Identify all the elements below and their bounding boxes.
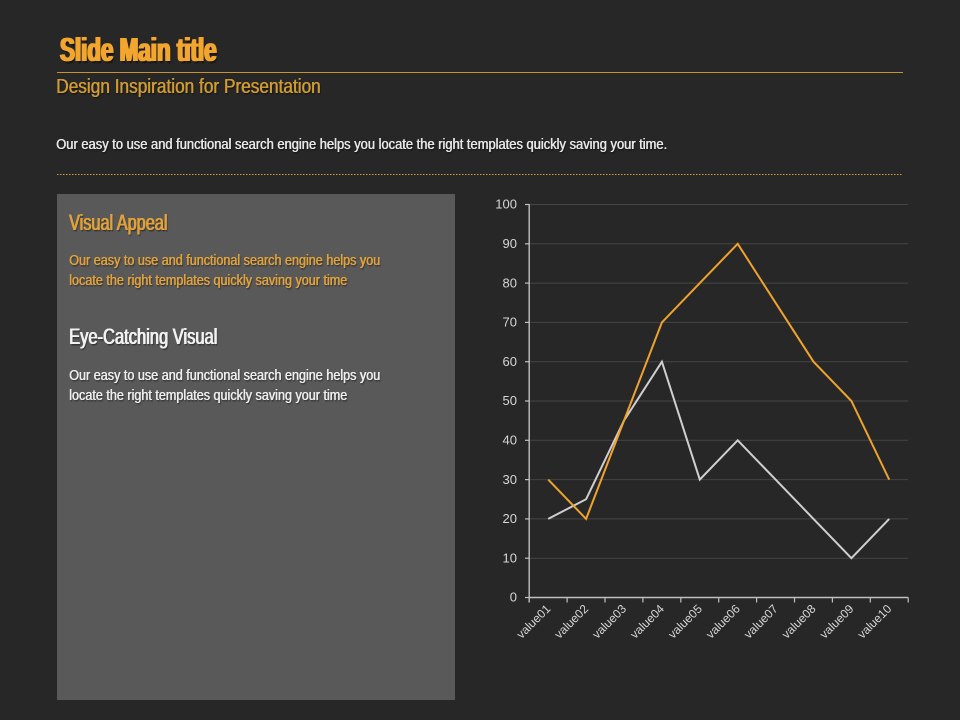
svg-text:20: 20 — [503, 511, 517, 526]
svg-text:60: 60 — [503, 354, 517, 369]
svg-text:80: 80 — [503, 275, 517, 290]
svg-text:0: 0 — [510, 590, 517, 605]
svg-text:value01: value01 — [514, 601, 554, 641]
svg-text:value04: value04 — [627, 601, 667, 641]
svg-text:100: 100 — [495, 197, 517, 212]
svg-text:value07: value07 — [741, 601, 781, 641]
svg-text:value08: value08 — [779, 601, 819, 641]
svg-text:90: 90 — [503, 236, 517, 251]
svg-text:40: 40 — [503, 433, 517, 448]
svg-text:50: 50 — [503, 393, 517, 408]
svg-text:value06: value06 — [703, 601, 743, 641]
svg-text:30: 30 — [503, 472, 517, 487]
svg-text:70: 70 — [503, 315, 517, 330]
svg-text:value09: value09 — [817, 601, 857, 641]
svg-text:10: 10 — [503, 550, 517, 565]
svg-text:value05: value05 — [665, 601, 705, 641]
svg-text:value02: value02 — [552, 601, 592, 641]
svg-text:value03: value03 — [589, 601, 629, 641]
svg-text:value10: value10 — [855, 601, 895, 641]
